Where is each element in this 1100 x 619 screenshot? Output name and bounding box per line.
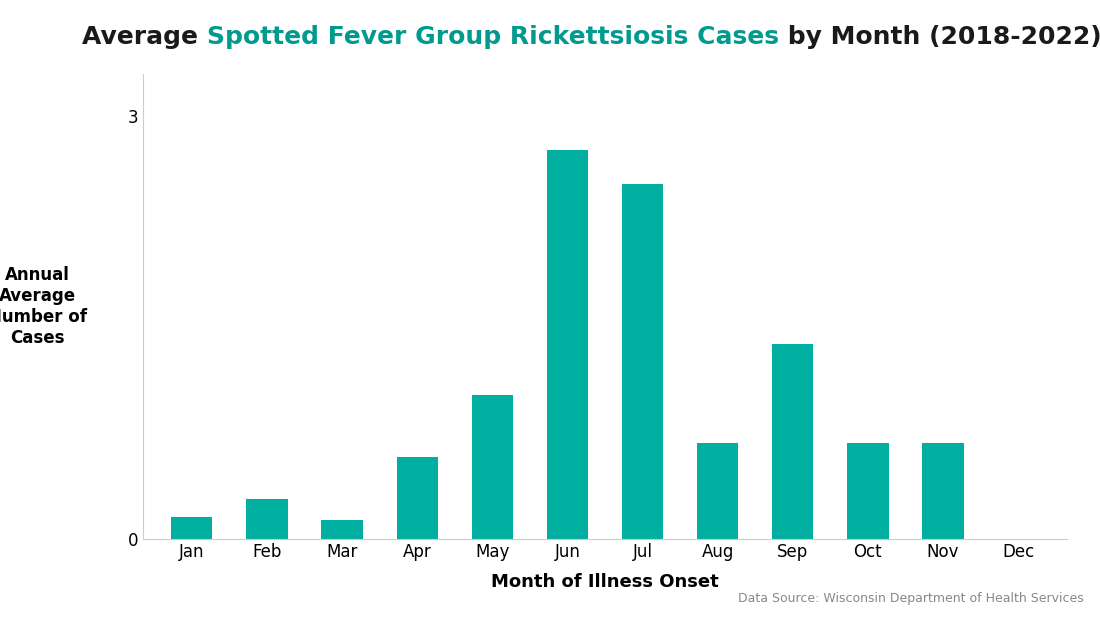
Text: Spotted Fever Group Rickettsiosis Cases: Spotted Fever Group Rickettsiosis Cases xyxy=(207,25,779,49)
Text: by Month (2018-2022): by Month (2018-2022) xyxy=(779,25,1100,49)
Text: Data Source: Wisconsin Department of Health Services: Data Source: Wisconsin Department of Hea… xyxy=(738,592,1084,605)
Bar xyxy=(547,150,589,539)
Bar xyxy=(172,517,212,539)
X-axis label: Month of Illness Onset: Month of Illness Onset xyxy=(491,573,719,591)
Bar xyxy=(321,520,363,539)
Bar xyxy=(772,344,814,539)
Bar xyxy=(246,499,287,539)
Y-axis label: Annual
Average
Number of
Cases: Annual Average Number of Cases xyxy=(0,266,87,347)
Bar xyxy=(697,443,738,539)
Bar xyxy=(621,184,663,539)
Bar xyxy=(923,443,964,539)
Bar xyxy=(847,443,889,539)
Bar xyxy=(396,457,438,539)
Text: Average: Average xyxy=(82,25,207,49)
Bar xyxy=(472,395,513,539)
